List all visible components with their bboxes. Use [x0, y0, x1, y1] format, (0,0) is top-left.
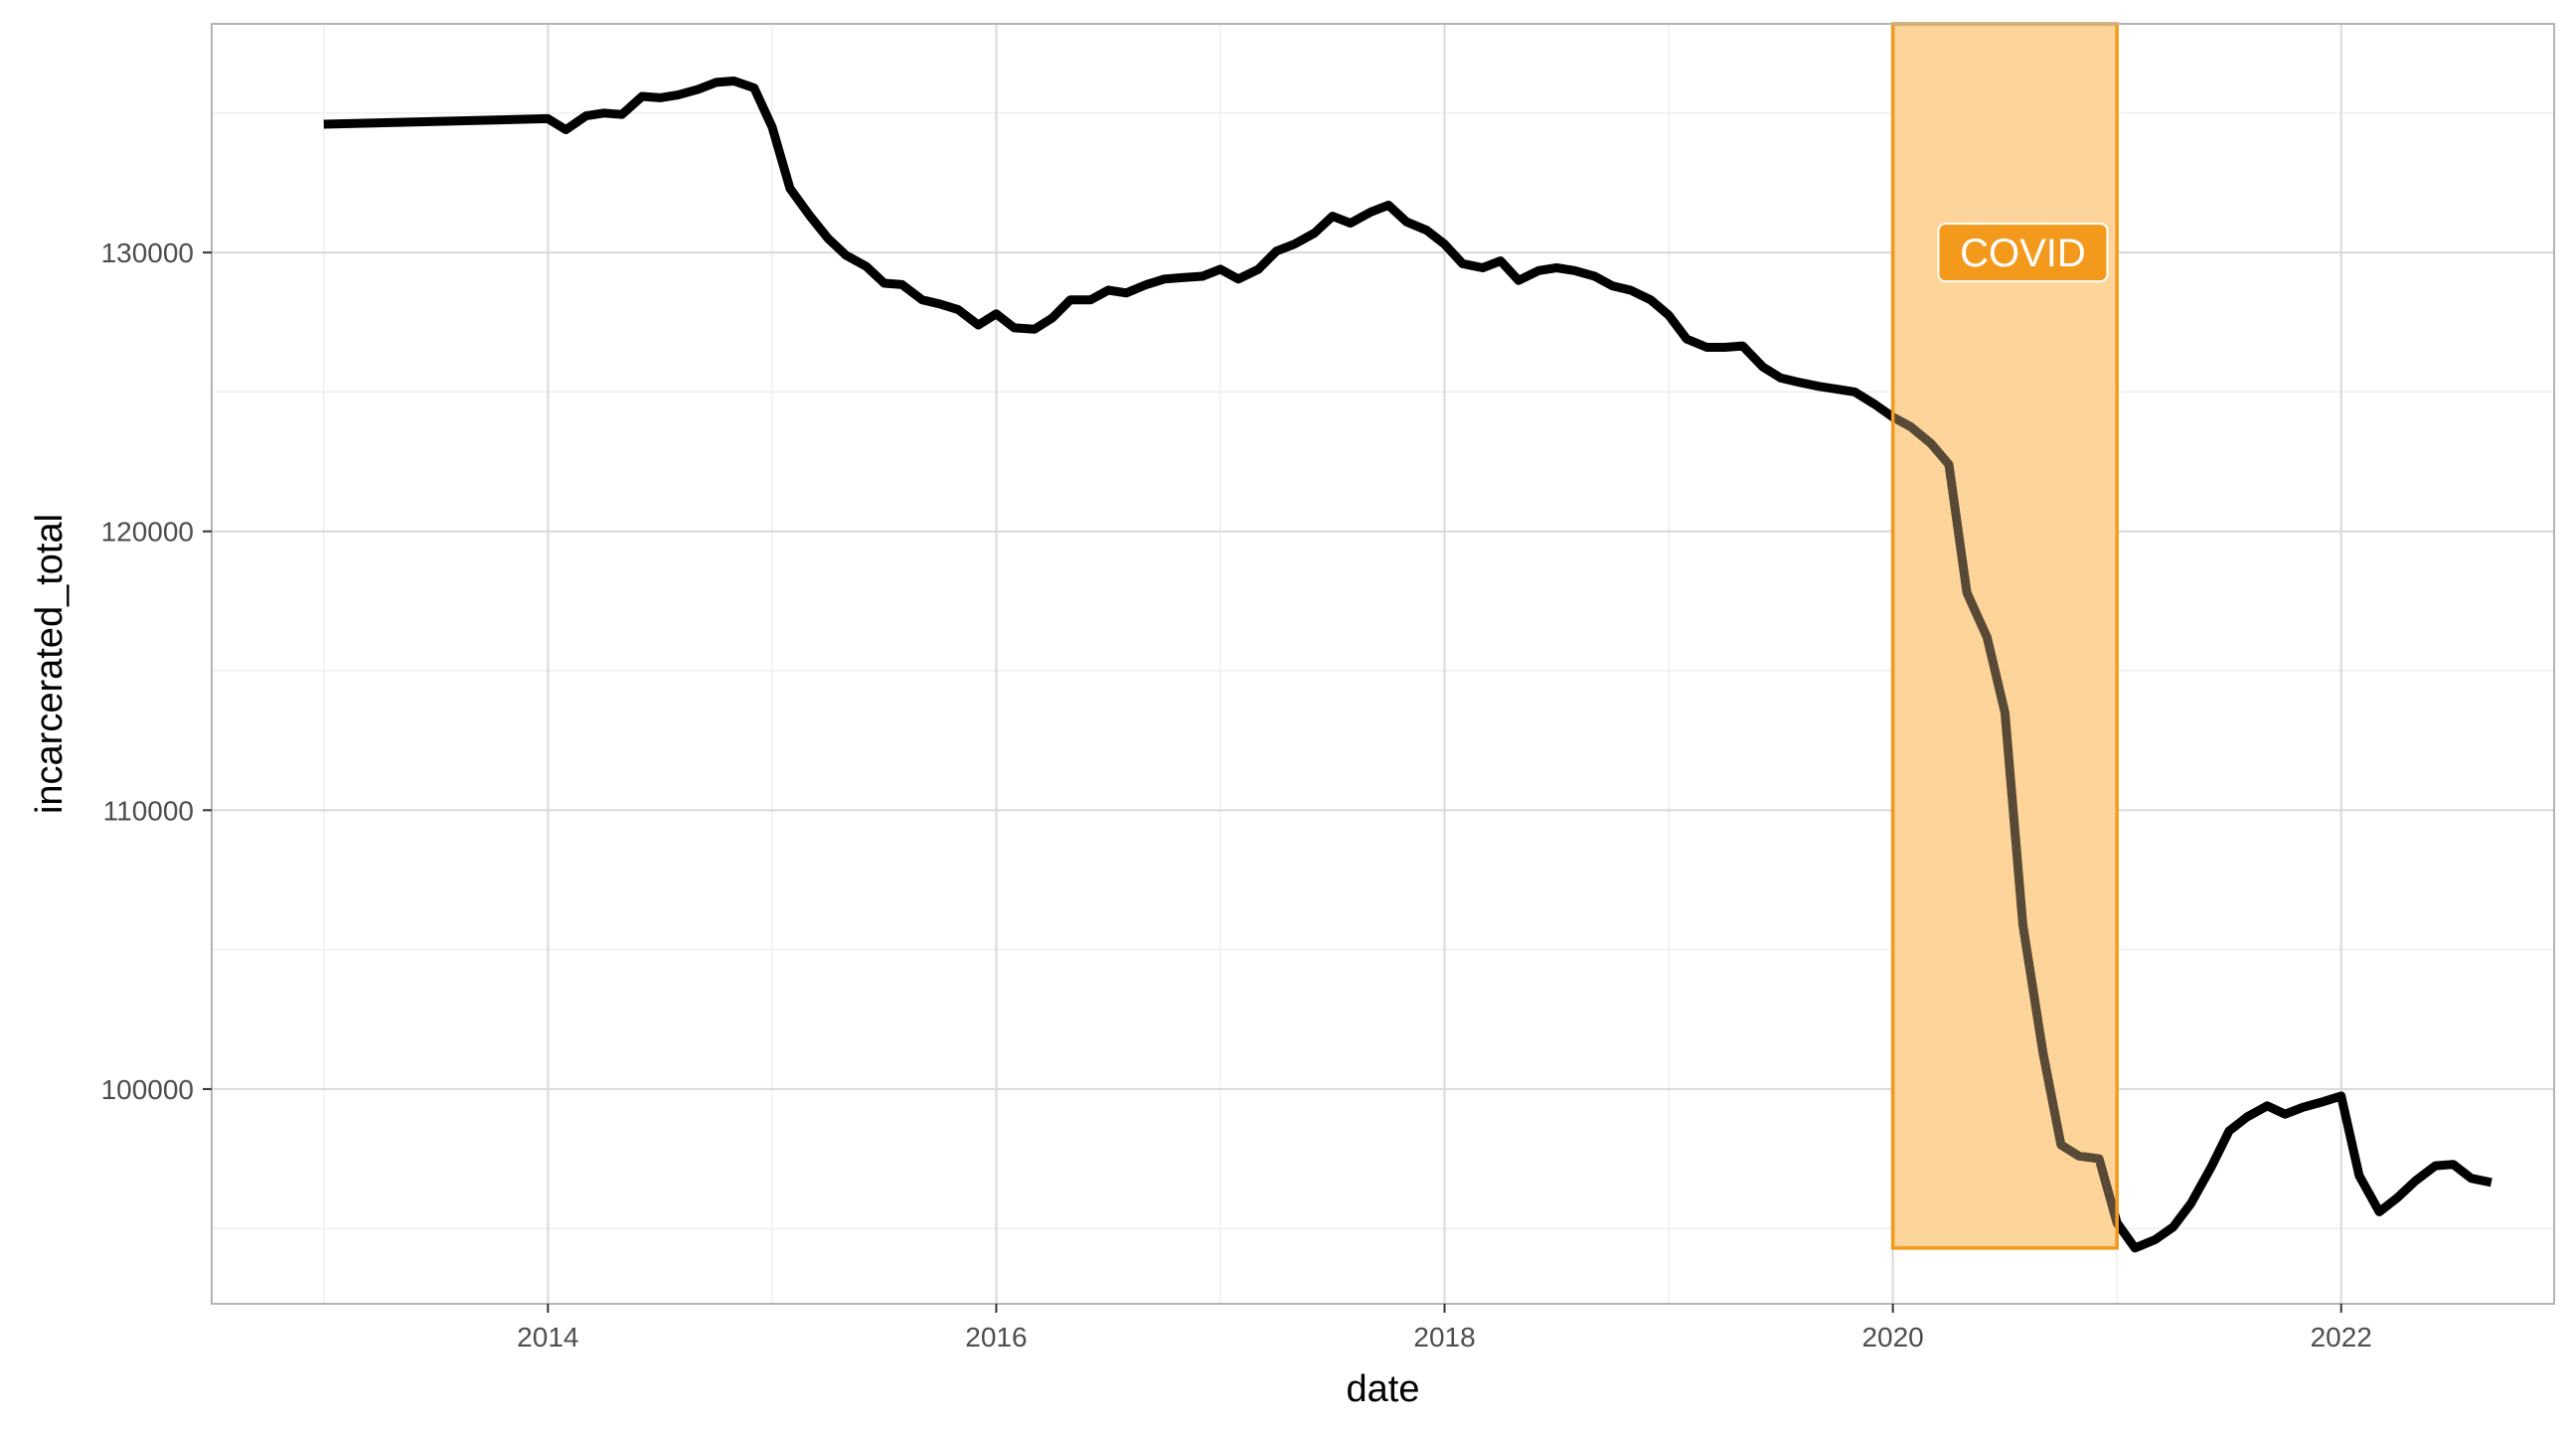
y-tick-label: 120000	[101, 517, 194, 548]
x-tick-label: 2022	[2311, 1322, 2372, 1352]
series-line-layer	[323, 77, 2493, 1253]
x-axis-title: date	[1347, 1368, 1420, 1410]
y-tick-label: 130000	[101, 238, 194, 268]
x-axis-ticks: 2014 2016 2018 2020 2022	[517, 1304, 2372, 1352]
covid-band-overlay-layer	[1890, 22, 2119, 1250]
x-tick-label: 2016	[965, 1322, 1027, 1352]
y-tick-label: 100000	[101, 1074, 194, 1105]
x-tick-label: 2014	[517, 1322, 578, 1352]
covid-label: COVID	[1960, 232, 2086, 275]
y-axis-title: incarcerated_total	[29, 514, 71, 814]
y-axis-ticks: 100000 110000 120000 130000	[101, 238, 212, 1105]
x-tick-label: 2018	[1413, 1322, 1475, 1352]
covid-band-tint	[1892, 24, 2118, 1248]
x-tick-label: 2020	[1861, 1322, 1923, 1352]
panel-border	[211, 23, 2555, 1305]
covid-label-layer: COVID	[1937, 223, 2109, 283]
covid-label-box	[1937, 223, 2109, 283]
y-tick-label: 110000	[103, 795, 194, 826]
incarcerated-total-line	[323, 77, 2493, 1253]
